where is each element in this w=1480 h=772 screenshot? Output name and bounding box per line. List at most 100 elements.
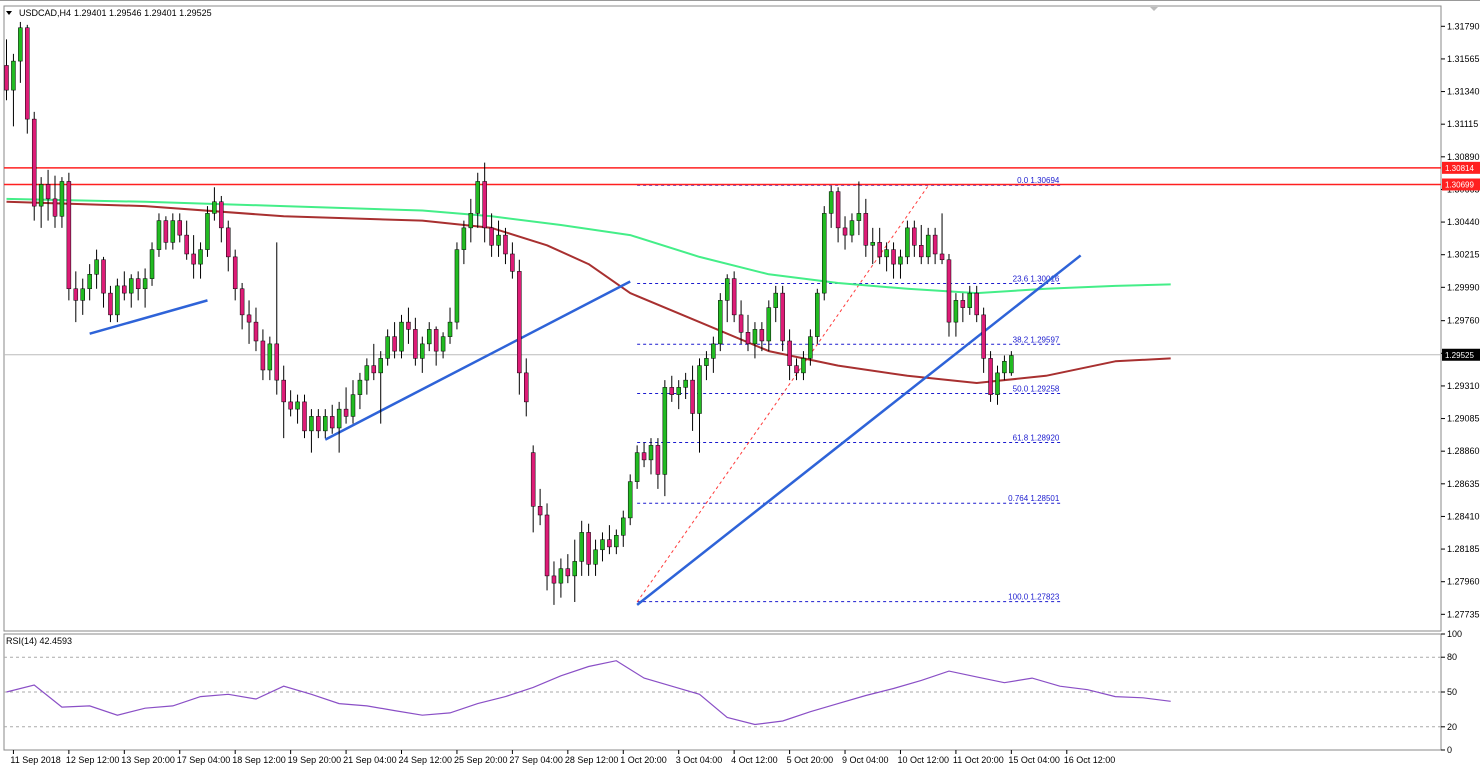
ema-long-line xyxy=(6,197,1171,295)
candle-body xyxy=(101,259,106,294)
candle-body xyxy=(25,27,30,120)
candle-body xyxy=(378,358,383,374)
candle-body xyxy=(198,249,203,265)
candle-body xyxy=(184,234,189,255)
y-tick-label: 1.31115 xyxy=(1447,119,1478,129)
candle-body xyxy=(600,539,605,551)
candle-body xyxy=(780,292,785,342)
rsi-tick-label: 100 xyxy=(1447,629,1462,639)
candle-body xyxy=(558,568,564,584)
candle-body xyxy=(399,321,404,352)
candle-body xyxy=(371,365,377,374)
candle-body xyxy=(718,300,723,345)
candle-body xyxy=(579,532,584,562)
candle-body xyxy=(912,227,917,246)
candle-body xyxy=(274,343,280,381)
candle-body xyxy=(295,401,300,410)
candle-body xyxy=(967,292,973,308)
axes: 1.31790 1.31565 1.31340 1.31115 1.30890 1.306… xyxy=(10,21,1480,765)
candle-body xyxy=(773,292,778,308)
candle-body xyxy=(461,227,467,250)
candle-body xyxy=(115,285,120,316)
candle-body xyxy=(454,249,460,323)
candle-body xyxy=(801,358,806,374)
candle-body xyxy=(288,401,293,410)
y-tick-label: 1.30215 xyxy=(1447,250,1480,260)
candle-body xyxy=(835,191,841,229)
candle-body xyxy=(724,278,730,301)
candle-body xyxy=(815,292,820,337)
candle-body xyxy=(1009,355,1014,374)
fib-level-label: 50.0 1.29258 xyxy=(1013,384,1060,393)
candle-body xyxy=(503,234,508,255)
candle-body xyxy=(357,379,363,395)
candle-body xyxy=(122,285,127,294)
y-tick-label: 1.28185 xyxy=(1447,544,1480,554)
candle-body xyxy=(759,329,765,342)
candle-body xyxy=(302,401,307,432)
rsi-header: RSI(14) 42.4593 xyxy=(6,636,72,646)
x-tick-label: 15 Oct 04:00 xyxy=(1008,755,1060,765)
fib-level-label: 38.2 1.29597 xyxy=(1013,335,1060,344)
candle-body xyxy=(219,201,224,229)
candle-body xyxy=(711,343,716,359)
current-price-tag xyxy=(1442,348,1480,361)
candle-body xyxy=(329,416,335,429)
candle-body xyxy=(932,234,938,255)
ema-mid-line xyxy=(6,200,1171,384)
candle-body xyxy=(440,336,446,352)
candle-body xyxy=(939,253,945,261)
candle-body xyxy=(364,365,370,381)
candle-body xyxy=(745,332,751,345)
candle-body xyxy=(31,118,37,207)
x-tick-label: 21 Sep 04:00 xyxy=(343,755,397,765)
candle-body xyxy=(94,259,99,275)
candle-body xyxy=(981,314,986,359)
candle-body xyxy=(343,408,349,417)
candle-body xyxy=(517,271,522,374)
candle-body xyxy=(697,365,702,414)
candle-body xyxy=(135,278,141,290)
candle-body xyxy=(655,445,661,475)
candle-body xyxy=(246,314,252,323)
y-tick-label: 1.31565 xyxy=(1447,54,1480,64)
scroll-marker-icon xyxy=(1150,7,1158,11)
x-tick-label: 4 Oct 12:00 xyxy=(731,755,778,765)
candle-body xyxy=(489,227,494,246)
x-tick-label: 19 Sep 20:00 xyxy=(288,755,342,765)
candle-body xyxy=(621,517,626,536)
candle-body xyxy=(690,379,695,414)
candle-body xyxy=(468,213,474,229)
candle-body xyxy=(946,259,952,323)
candle-body xyxy=(482,181,487,229)
candle-body xyxy=(11,60,16,91)
fib-level-label: 61.8 1.28920 xyxy=(1013,433,1060,442)
candle-body xyxy=(87,274,92,290)
candle-body xyxy=(537,506,543,516)
candle-body xyxy=(336,408,342,429)
candle-body xyxy=(683,379,688,388)
y-tick-label: 1.30890 xyxy=(1447,152,1480,162)
candle-body xyxy=(385,336,390,359)
resistance-price-label: 1.30699 xyxy=(1445,181,1474,190)
x-tick-label: 12 Sep 12:00 xyxy=(66,755,120,765)
candle-body xyxy=(593,549,598,565)
candle-body xyxy=(731,278,737,316)
y-tick-label: 1.30440 xyxy=(1447,217,1480,227)
candle-body xyxy=(267,343,273,371)
y-tick-label: 1.29085 xyxy=(1447,414,1480,424)
x-tick-label: 11 Sep 2018 xyxy=(10,755,60,765)
candle-body xyxy=(919,245,924,258)
candle-body xyxy=(142,278,148,290)
candle-body xyxy=(406,321,411,330)
candle-body xyxy=(426,329,432,345)
rsi-tick-label: 50 xyxy=(1447,687,1457,697)
x-tick-label: 10 Oct 12:00 xyxy=(897,755,949,765)
candle-body xyxy=(205,213,210,250)
x-tick-label: 13 Sep 20:00 xyxy=(121,755,175,765)
candle-body xyxy=(565,568,571,577)
candle-body xyxy=(898,256,903,265)
candle-body xyxy=(925,234,931,258)
x-tick-label: 11 Oct 20:00 xyxy=(953,755,1004,765)
candle-body xyxy=(253,321,259,342)
